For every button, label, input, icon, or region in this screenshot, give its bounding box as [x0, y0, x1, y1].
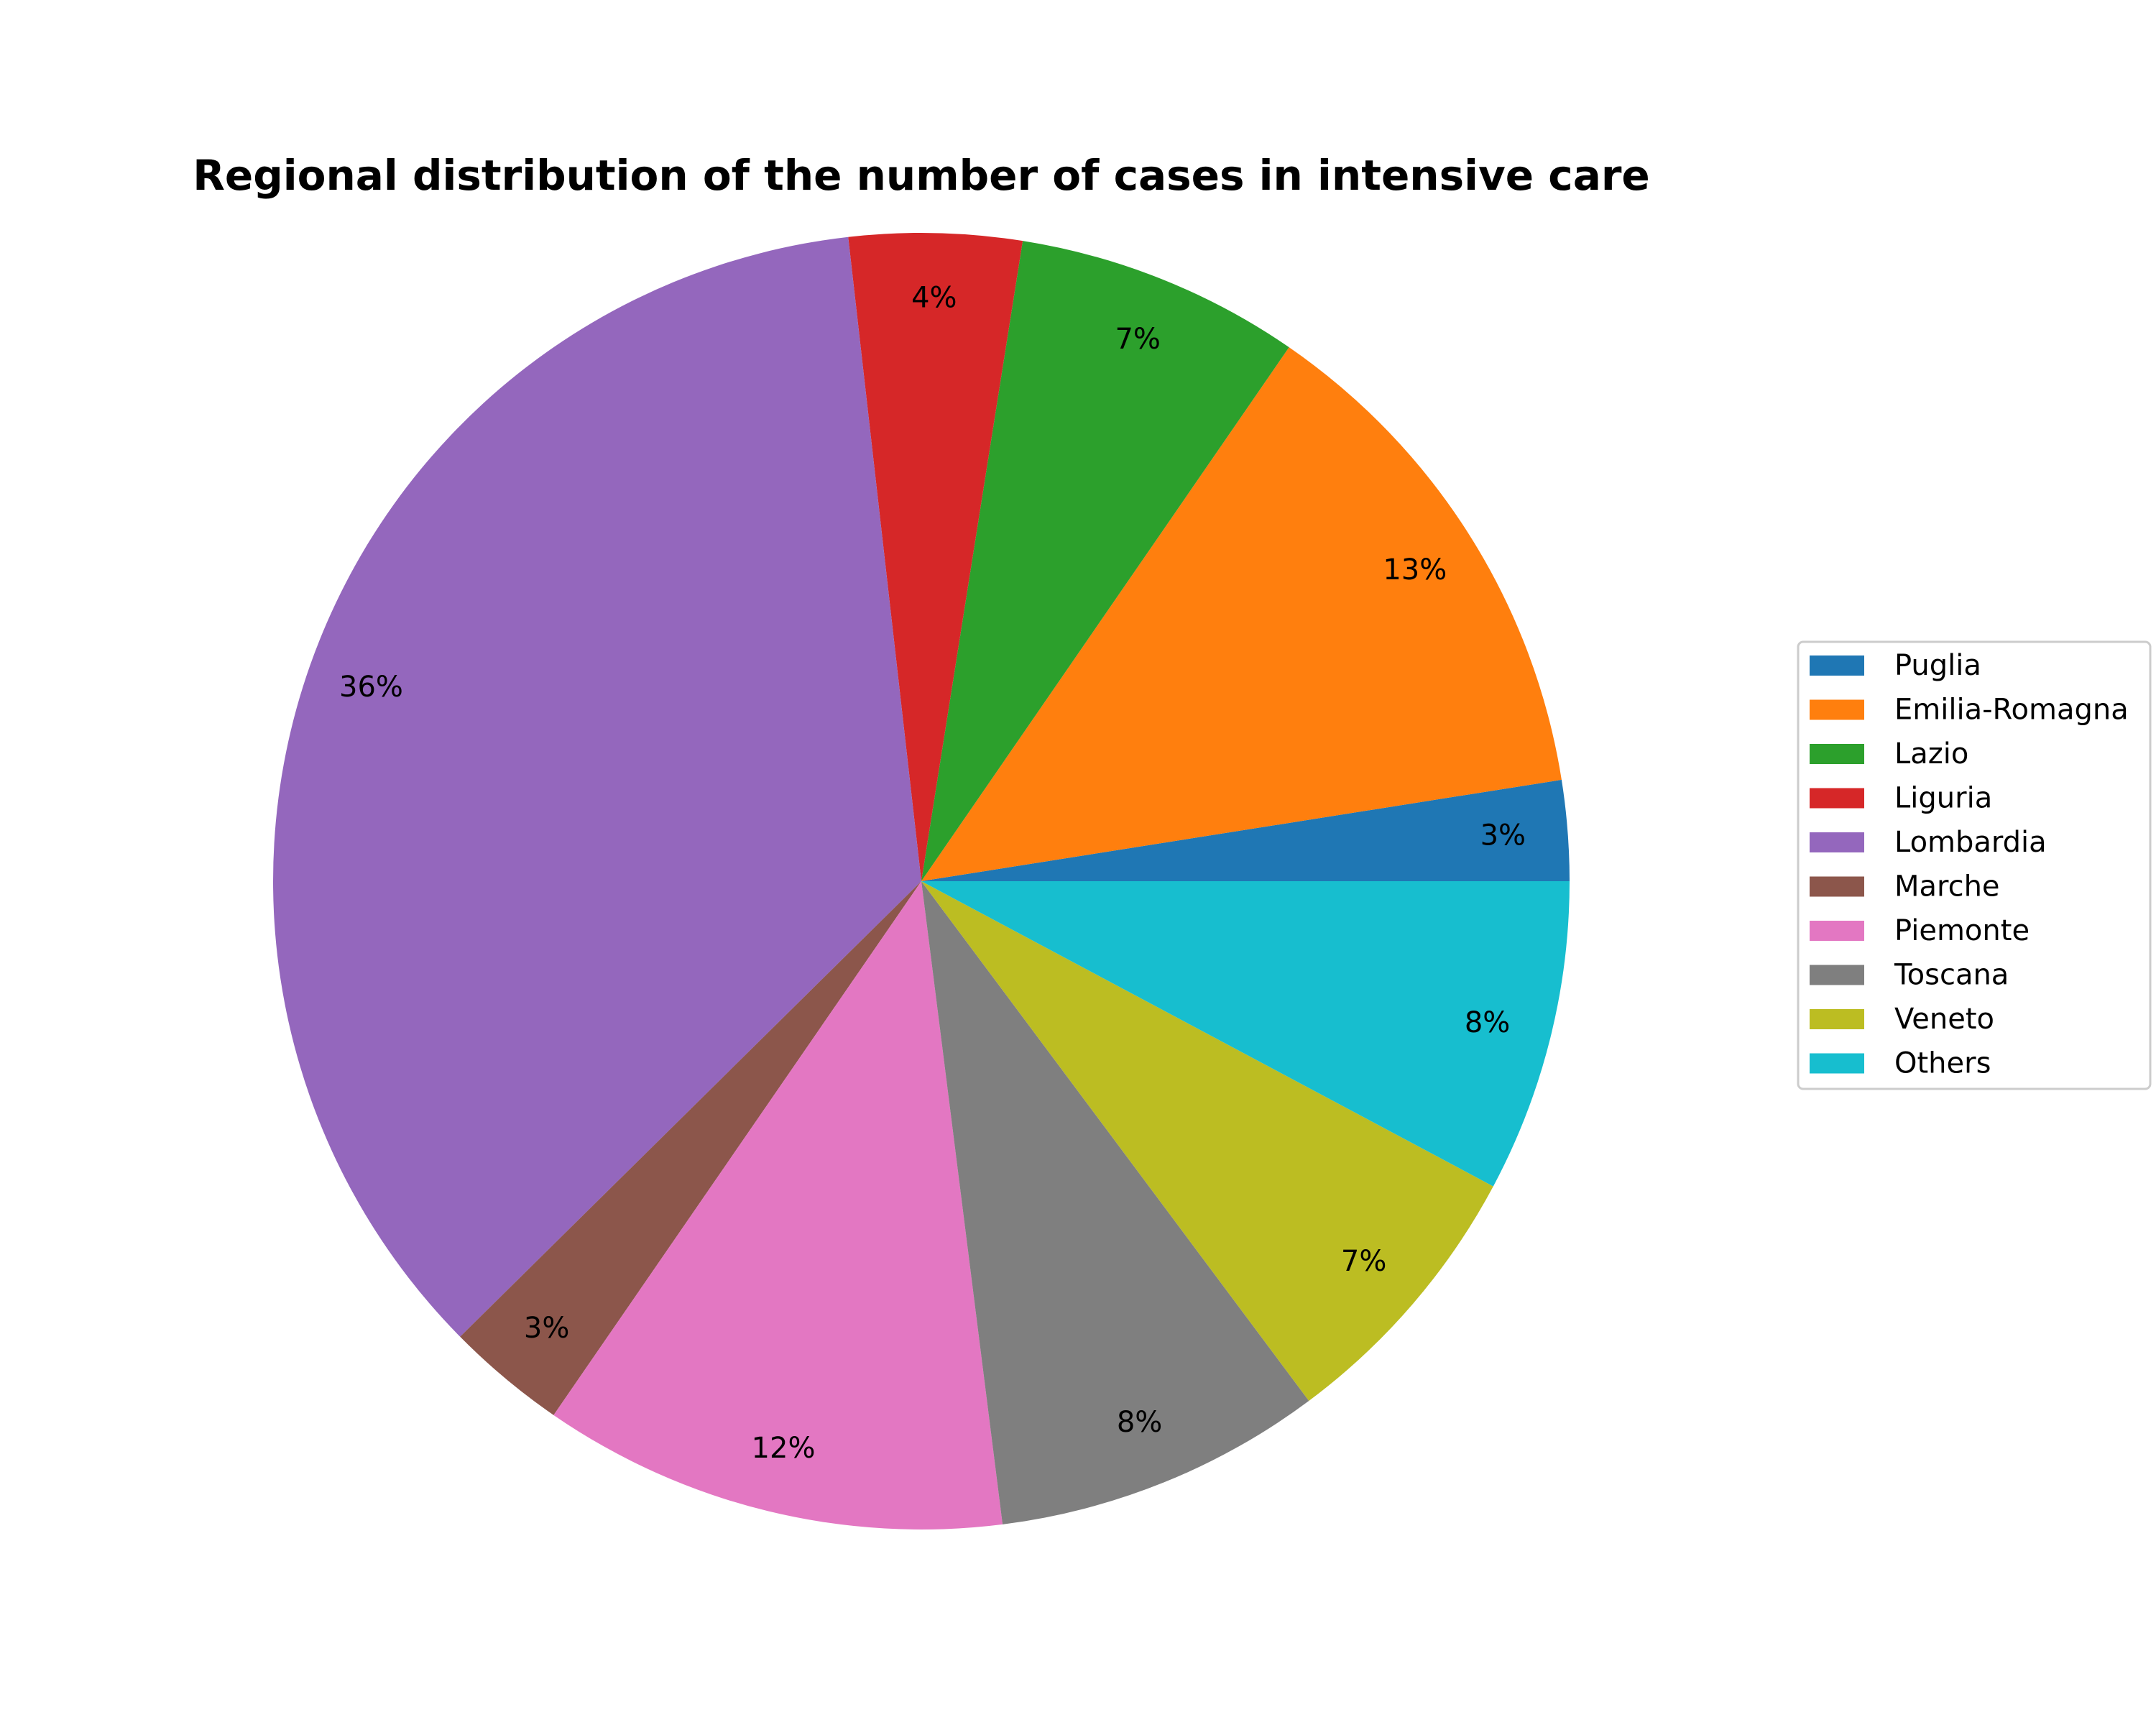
- pie-slice-toscana: [921, 881, 1309, 1524]
- legend-swatch-puglia: [1810, 656, 1864, 676]
- pie-slice-marche: [460, 881, 921, 1415]
- legend-label-others: Others: [1894, 1047, 1991, 1080]
- pie-slice-others: [921, 881, 1570, 1187]
- pie-slice-piemonte: [553, 881, 1003, 1530]
- legend-label-piemonte: Piemonte: [1894, 914, 2030, 947]
- legend-swatch-piemonte: [1810, 921, 1864, 941]
- legend-label-marche: Marche: [1894, 870, 2000, 903]
- legend-swatch-toscana: [1810, 965, 1864, 985]
- pie-percent-labels: 3% 13% 7% 4% 36% 3% 12% 8% 7% 8%: [339, 281, 1526, 1464]
- pie-label-lombardia: 36%: [339, 671, 403, 704]
- legend-label-emilia-romagna: Emilia-Romagna: [1894, 694, 2129, 727]
- pie-slice-puglia: [921, 779, 1570, 881]
- legend-swatch-marche: [1810, 876, 1864, 897]
- chart-title: Regional distribution of the number of c…: [193, 151, 1650, 200]
- pie-label-liguria: 4%: [911, 281, 957, 314]
- legend-label-lombardia: Lombardia: [1894, 826, 2047, 859]
- pie-label-emilia-romagna: 13%: [1383, 553, 1447, 586]
- pie-label-marche: 3%: [524, 1312, 569, 1345]
- pie-slice-lombardia: [272, 236, 921, 1337]
- pie-label-puglia: 3%: [1480, 819, 1526, 852]
- legend-frame: [1797, 640, 2152, 1090]
- pie-slice-lazio: [921, 241, 1289, 881]
- pie-label-lazio: 7%: [1115, 323, 1160, 356]
- legend-label-veneto: Veneto: [1894, 1003, 1994, 1036]
- pie-slice-liguria: [848, 232, 1023, 881]
- legend-swatch-lazio: [1810, 744, 1864, 764]
- legend-label-lazio: Lazio: [1894, 737, 1968, 770]
- legend-label-toscana: Toscana: [1894, 959, 2009, 992]
- legend-swatch-lombardia: [1810, 832, 1864, 852]
- pie-label-veneto: 7%: [1341, 1245, 1386, 1278]
- pie-label-others: 8%: [1465, 1006, 1510, 1039]
- legend-swatch-others: [1810, 1053, 1864, 1074]
- legend-label-liguria: Liguria: [1894, 782, 1992, 815]
- pie-label-toscana: 8%: [1117, 1406, 1162, 1439]
- pie-slice-veneto: [921, 881, 1493, 1402]
- legend-label-puglia: Puglia: [1894, 649, 1981, 682]
- pie-label-piemonte: 12%: [752, 1432, 816, 1465]
- legend-swatch-liguria: [1810, 788, 1864, 809]
- legend-swatch-veneto: [1810, 1009, 1864, 1029]
- legend: Puglia Emilia-Romagna Lazio Liguria Lombardi…: [1797, 640, 2152, 1090]
- legend-swatch-emilia-romagna: [1810, 699, 1864, 720]
- pie-slice-emilia-romagna: [921, 347, 1562, 881]
- pie-slices: [272, 232, 1570, 1530]
